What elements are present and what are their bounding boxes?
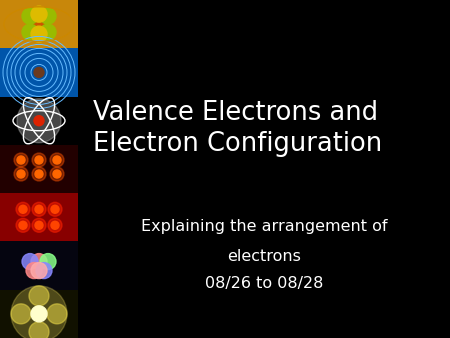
Text: electrons: electrons <box>227 249 301 264</box>
Circle shape <box>11 304 31 324</box>
Circle shape <box>31 306 47 322</box>
Circle shape <box>47 304 67 324</box>
Circle shape <box>16 202 30 216</box>
Bar <box>0 0 78 338</box>
Bar <box>0 290 78 338</box>
Circle shape <box>14 153 28 167</box>
Circle shape <box>40 24 56 40</box>
Circle shape <box>48 202 62 216</box>
Bar <box>78 0 450 338</box>
Circle shape <box>34 67 44 77</box>
Circle shape <box>29 286 49 306</box>
Bar <box>0 193 78 241</box>
Circle shape <box>35 205 43 213</box>
Circle shape <box>17 156 25 164</box>
Circle shape <box>19 221 27 229</box>
Circle shape <box>32 218 46 232</box>
Text: 08/26 to 08/28: 08/26 to 08/28 <box>205 276 323 291</box>
Circle shape <box>35 170 43 178</box>
Circle shape <box>32 202 46 216</box>
Bar <box>0 48 78 97</box>
Bar <box>0 97 78 145</box>
Circle shape <box>26 263 42 279</box>
Circle shape <box>40 254 56 270</box>
Bar <box>0 241 78 290</box>
Circle shape <box>53 170 61 178</box>
Circle shape <box>40 8 56 24</box>
Circle shape <box>19 205 27 213</box>
Circle shape <box>48 218 62 232</box>
Circle shape <box>11 286 67 338</box>
Circle shape <box>14 167 28 181</box>
Circle shape <box>50 153 64 167</box>
Bar <box>0 97 78 145</box>
Circle shape <box>35 156 43 164</box>
Circle shape <box>31 6 47 22</box>
Circle shape <box>53 156 61 164</box>
Circle shape <box>22 254 38 270</box>
Bar <box>0 290 78 338</box>
Bar <box>0 145 78 193</box>
Circle shape <box>17 170 25 178</box>
Bar <box>0 145 78 193</box>
Circle shape <box>50 167 64 181</box>
Circle shape <box>17 99 61 143</box>
Circle shape <box>32 167 46 181</box>
Circle shape <box>35 221 43 229</box>
Circle shape <box>22 24 38 40</box>
Circle shape <box>31 16 47 32</box>
Text: Valence Electrons and
Electron Configuration: Valence Electrons and Electron Configura… <box>93 100 382 157</box>
Circle shape <box>16 218 30 232</box>
Bar <box>0 241 78 290</box>
Circle shape <box>51 221 59 229</box>
Circle shape <box>31 254 47 270</box>
Circle shape <box>36 263 52 279</box>
Circle shape <box>51 205 59 213</box>
Bar <box>0 193 78 241</box>
Circle shape <box>31 26 47 42</box>
Circle shape <box>34 116 44 126</box>
Text: Explaining the arrangement of: Explaining the arrangement of <box>141 219 387 234</box>
Bar <box>0 48 78 97</box>
Bar <box>0 0 78 48</box>
Circle shape <box>32 153 46 167</box>
Circle shape <box>29 322 49 338</box>
Circle shape <box>31 263 47 279</box>
Circle shape <box>22 8 38 24</box>
